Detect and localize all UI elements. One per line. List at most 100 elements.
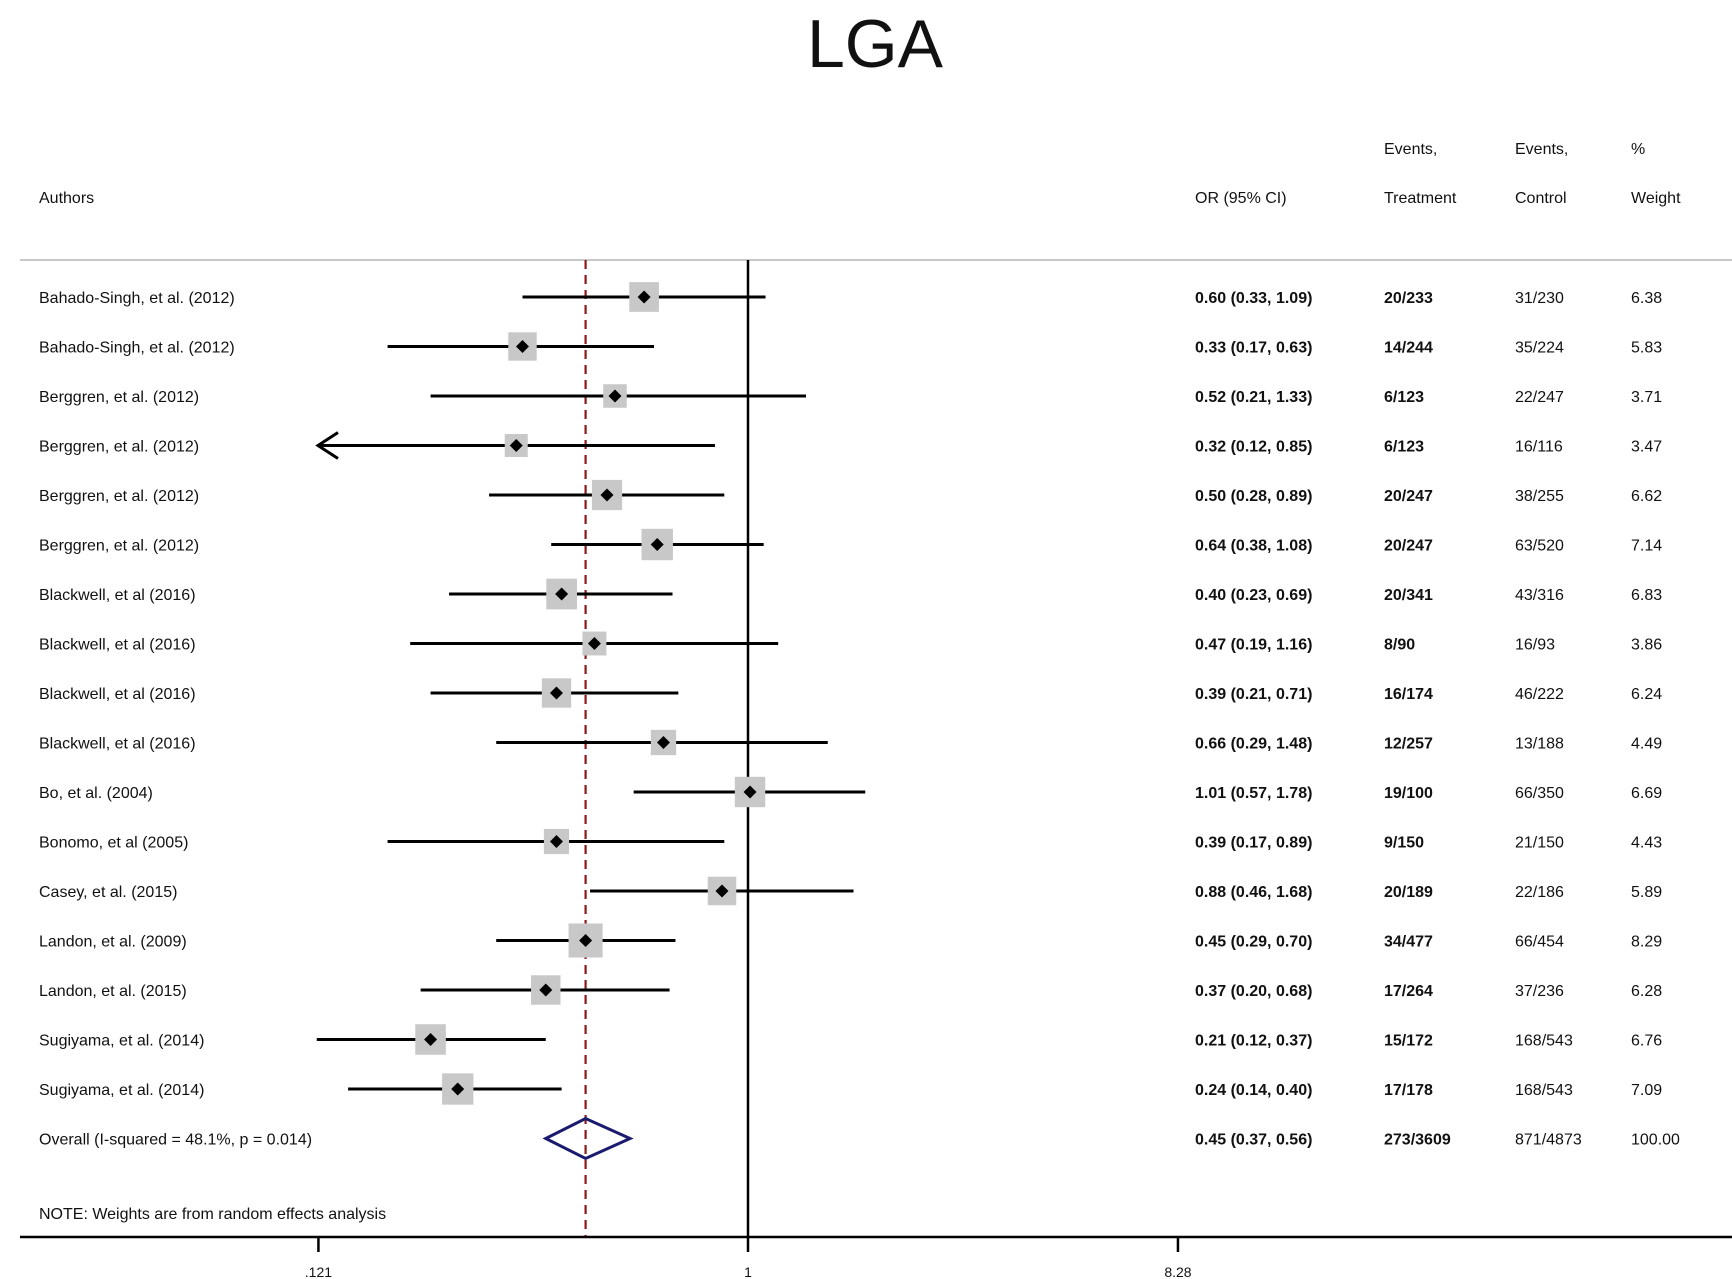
study-author: Bo, et al. (2004): [39, 785, 153, 802]
study-or-ci: 0.52 (0.21, 1.33): [1195, 389, 1312, 406]
study-or-ci: 0.24 (0.14, 0.40): [1195, 1082, 1312, 1099]
study-events-control: 63/520: [1515, 538, 1564, 555]
study-point-estimate: [715, 884, 729, 898]
header-events-control-line2: Control: [1515, 190, 1567, 207]
x-tick-label: .121: [305, 1264, 332, 1279]
study-weight: 3.47: [1631, 439, 1662, 456]
study-author: Berggren, et al. (2012): [39, 488, 199, 505]
study-weight: 6.24: [1631, 686, 1662, 703]
study-or-ci: 0.40 (0.23, 0.69): [1195, 587, 1312, 604]
study-or-ci: 0.60 (0.33, 1.09): [1195, 290, 1312, 307]
study-weight: 6.69: [1631, 785, 1662, 802]
study-author: Berggren, et al. (2012): [39, 389, 199, 406]
header-events-control-line1: Events,: [1515, 141, 1568, 158]
study-events-treatment: 15/172: [1384, 1033, 1433, 1050]
overall-or-ci: 0.45 (0.37, 0.56): [1195, 1132, 1312, 1149]
study-events-treatment: 20/233: [1384, 290, 1433, 307]
note-text: NOTE: Weights are from random effects an…: [39, 1206, 386, 1223]
study-events-control: 21/150: [1515, 835, 1564, 852]
study-events-control: 43/316: [1515, 587, 1564, 604]
study-author: Sugiyama, et al. (2014): [39, 1033, 204, 1050]
column-headers: Authors OR (95% CI) Events, Treatment Ev…: [39, 141, 1681, 207]
study-weight: 7.09: [1631, 1082, 1662, 1099]
study-or-ci: 0.64 (0.38, 1.08): [1195, 538, 1312, 555]
study-or-ci: 0.33 (0.17, 0.63): [1195, 340, 1312, 357]
study-or-ci: 0.37 (0.20, 0.68): [1195, 983, 1312, 1000]
overall-weight: 100.00: [1631, 1132, 1680, 1149]
study-events-treatment: 20/247: [1384, 488, 1433, 505]
study-weight: 4.49: [1631, 736, 1662, 753]
study-or-ci: 0.50 (0.28, 0.89): [1195, 488, 1312, 505]
study-point-estimate: [650, 538, 664, 551]
study-or-ci: 0.39 (0.17, 0.89): [1195, 835, 1312, 852]
study-events-control: 31/230: [1515, 290, 1564, 307]
study-events-treatment: 20/341: [1384, 587, 1433, 604]
study-events-treatment: 12/257: [1384, 736, 1433, 753]
study-point-estimate: [555, 587, 569, 601]
study-events-control: 66/454: [1515, 934, 1564, 951]
study-events-control: 16/93: [1515, 637, 1555, 654]
x-tick-label: 1: [744, 1264, 752, 1279]
study-point-estimate: [743, 785, 757, 799]
overall-events-treatment: 273/3609: [1384, 1132, 1451, 1149]
study-point-estimate: [656, 736, 670, 749]
study-weight: 5.83: [1631, 340, 1662, 357]
study-events-treatment: 9/150: [1384, 835, 1424, 852]
study-events-treatment: 20/247: [1384, 538, 1433, 555]
study-point-estimate: [451, 1082, 465, 1096]
study-point-estimate: [587, 637, 601, 650]
study-point-estimate: [539, 983, 553, 997]
study-point-estimate: [509, 439, 523, 452]
study-author: Blackwell, et al (2016): [39, 637, 196, 654]
chart-title: LGA: [807, 6, 944, 82]
study-events-treatment: 17/264: [1384, 983, 1433, 1000]
study-rows: Bahado-Singh, et al. (2012) 0.60 (0.33, 1…: [39, 290, 1680, 1149]
study-weight: 3.86: [1631, 637, 1662, 654]
study-author: Bonomo, et al (2005): [39, 835, 188, 852]
study-or-ci: 0.47 (0.19, 1.16): [1195, 637, 1312, 654]
overall-diamond: [542, 1116, 634, 1161]
header-events-treatment-line2: Treatment: [1384, 190, 1457, 207]
study-events-control: 46/222: [1515, 686, 1564, 703]
study-author: Blackwell, et al (2016): [39, 736, 196, 753]
study-author: Bahado-Singh, et al. (2012): [39, 340, 235, 357]
study-events-control: 168/543: [1515, 1082, 1573, 1099]
header-or-ci: OR (95% CI): [1195, 190, 1287, 207]
study-or-ci: 0.39 (0.21, 0.71): [1195, 686, 1312, 703]
study-events-treatment: 6/123: [1384, 439, 1424, 456]
study-events-control: 35/224: [1515, 340, 1564, 357]
study-or-ci: 0.21 (0.12, 0.37): [1195, 1033, 1312, 1050]
study-author: Sugiyama, et al. (2014): [39, 1082, 204, 1099]
study-author: Casey, et al. (2015): [39, 884, 177, 901]
study-author: Blackwell, et al (2016): [39, 587, 196, 604]
study-point-estimate: [549, 835, 563, 848]
header-events-treatment-line1: Events,: [1384, 141, 1437, 158]
study-point-estimate: [608, 389, 622, 403]
study-author: Blackwell, et al (2016): [39, 686, 196, 703]
study-weight: 8.29: [1631, 934, 1662, 951]
study-events-control: 66/350: [1515, 785, 1564, 802]
study-events-treatment: 34/477: [1384, 934, 1433, 951]
study-point-estimate: [637, 290, 651, 304]
study-weight: 7.14: [1631, 538, 1662, 555]
study-point-estimate: [600, 488, 614, 502]
study-weight: 6.83: [1631, 587, 1662, 604]
study-or-ci: 0.66 (0.29, 1.48): [1195, 736, 1312, 753]
study-events-control: 16/116: [1515, 439, 1563, 456]
study-events-control: 168/543: [1515, 1033, 1573, 1050]
study-or-ci: 0.88 (0.46, 1.68): [1195, 884, 1312, 901]
study-author: Berggren, et al. (2012): [39, 439, 199, 456]
study-events-treatment: 19/100: [1384, 785, 1433, 802]
study-events-treatment: 14/244: [1384, 340, 1433, 357]
study-events-control: 22/247: [1515, 389, 1564, 406]
study-events-treatment: 16/174: [1384, 686, 1433, 703]
study-weight: 4.43: [1631, 835, 1662, 852]
study-events-control: 13/188: [1515, 736, 1564, 753]
study-or-ci: 0.32 (0.12, 0.85): [1195, 439, 1312, 456]
study-point-estimate: [424, 1033, 438, 1046]
study-point-estimate: [579, 934, 593, 947]
study-weight: 3.71: [1631, 389, 1662, 406]
overall-label: Overall (I-squared = 48.1%, p = 0.014): [39, 1132, 312, 1149]
study-events-treatment: 17/178: [1384, 1082, 1433, 1099]
